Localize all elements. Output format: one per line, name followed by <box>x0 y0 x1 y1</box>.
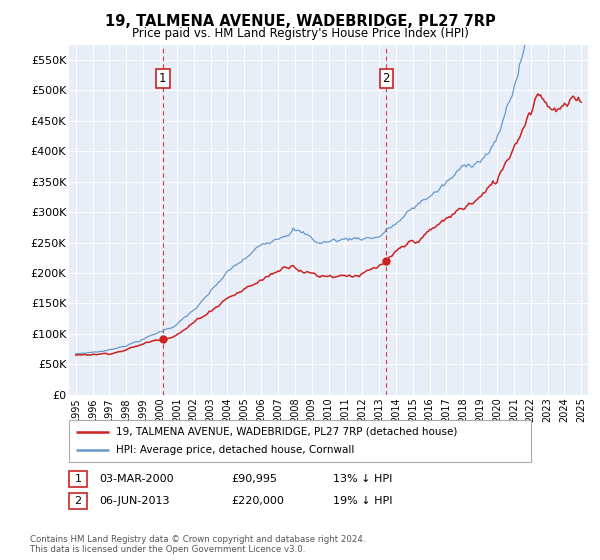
Text: 19, TALMENA AVENUE, WADEBRIDGE, PL27 7RP (detached house): 19, TALMENA AVENUE, WADEBRIDGE, PL27 7RP… <box>116 427 458 437</box>
Text: 2: 2 <box>74 496 82 506</box>
Text: Price paid vs. HM Land Registry's House Price Index (HPI): Price paid vs. HM Land Registry's House … <box>131 27 469 40</box>
Text: HPI: Average price, detached house, Cornwall: HPI: Average price, detached house, Corn… <box>116 445 355 455</box>
Text: 19, TALMENA AVENUE, WADEBRIDGE, PL27 7RP: 19, TALMENA AVENUE, WADEBRIDGE, PL27 7RP <box>104 14 496 29</box>
Text: 1: 1 <box>159 72 167 85</box>
Text: 2: 2 <box>383 72 390 85</box>
Text: 13% ↓ HPI: 13% ↓ HPI <box>333 474 392 484</box>
Text: 19% ↓ HPI: 19% ↓ HPI <box>333 496 392 506</box>
Text: 1: 1 <box>74 474 82 484</box>
Text: Contains HM Land Registry data © Crown copyright and database right 2024.
This d: Contains HM Land Registry data © Crown c… <box>30 535 365 554</box>
Text: £90,995: £90,995 <box>231 474 277 484</box>
Text: 06-JUN-2013: 06-JUN-2013 <box>99 496 170 506</box>
Text: £220,000: £220,000 <box>231 496 284 506</box>
Text: 03-MAR-2000: 03-MAR-2000 <box>99 474 173 484</box>
